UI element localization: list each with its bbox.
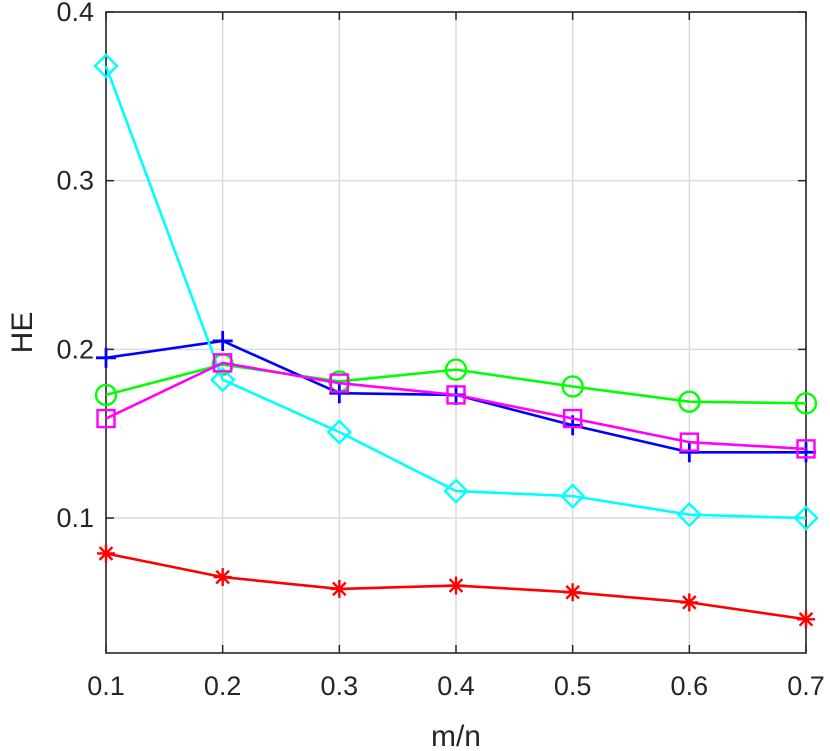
y-tick-label-1: 0.2 bbox=[56, 334, 94, 364]
series-2-point-6 bbox=[796, 442, 816, 463]
series-0-point-5-d2 bbox=[682, 595, 697, 610]
axes bbox=[105, 11, 807, 654]
series-4-point-6 bbox=[796, 439, 816, 459]
series-3-point-4-shape bbox=[559, 483, 586, 509]
series-1-point-4 bbox=[561, 375, 584, 398]
series-1-point-5 bbox=[678, 390, 701, 413]
series-3-point-1-shape bbox=[209, 367, 236, 393]
series-3-point-5 bbox=[676, 501, 703, 528]
series-0-point-0 bbox=[97, 544, 115, 563]
series-0-asterisk bbox=[97, 544, 815, 629]
series-4-point-1 bbox=[212, 353, 233, 373]
series-2-point-1 bbox=[212, 330, 233, 351]
series-3-point-0-shape bbox=[93, 53, 119, 79]
series-3-point-0 bbox=[93, 53, 119, 79]
series-1-point-5-shape bbox=[678, 390, 701, 413]
tick-labels: 0.1 0.2 0.3 0.4 0.5 0.6 0.7 0.1 0.2 0.3 0.4 bbox=[56, 0, 824, 701]
series-0-point-3-d2 bbox=[448, 578, 464, 593]
x-tick-label-5: 0.6 bbox=[671, 671, 709, 701]
series-1-line bbox=[105, 363, 807, 405]
series-3-point-6-shape bbox=[793, 505, 819, 531]
series-0-point-3 bbox=[447, 576, 465, 595]
x-tick-label-2: 0.3 bbox=[321, 671, 359, 701]
series-3-line bbox=[104, 65, 807, 520]
series-3-point-1 bbox=[209, 367, 236, 393]
series-4-point-6-shape bbox=[796, 439, 816, 459]
x-tick-label-0: 0.1 bbox=[87, 671, 125, 701]
x-tick-label-6: 0.7 bbox=[787, 671, 825, 701]
grid bbox=[105, 11, 807, 653]
series-1-point-0 bbox=[94, 383, 118, 407]
series-4-point-3 bbox=[446, 385, 466, 405]
series-0-point-4 bbox=[563, 583, 582, 602]
series-4-point-2 bbox=[329, 373, 350, 393]
x-tick-label-4: 0.5 bbox=[554, 671, 592, 701]
series-2-point-5 bbox=[679, 442, 700, 463]
series-0-point-1 bbox=[213, 568, 232, 587]
y-tick-label-3: 0.4 bbox=[56, 0, 94, 27]
series-4-point-3-shape bbox=[446, 385, 466, 405]
y-axis-label: HE bbox=[6, 312, 39, 354]
series-0-point-4-d2 bbox=[565, 585, 580, 600]
x-tick-label-1: 0.2 bbox=[204, 671, 242, 701]
series-0-point-5 bbox=[680, 593, 699, 612]
series-4-line bbox=[105, 361, 807, 451]
series-3-point-5-shape bbox=[676, 501, 703, 528]
series-0-point-0-d2 bbox=[98, 546, 114, 561]
series-2-point-0 bbox=[96, 347, 116, 368]
series-4-point-0 bbox=[96, 408, 116, 429]
series-1-point-3 bbox=[444, 358, 468, 381]
series-3-point-3 bbox=[443, 478, 469, 504]
series-4-point-2-shape bbox=[329, 373, 350, 393]
series-0-point-6-d2 bbox=[798, 612, 814, 627]
series-1-point-3-shape bbox=[444, 358, 468, 381]
series-3-diamond bbox=[93, 53, 819, 531]
y-tick-label-0: 0.1 bbox=[56, 503, 94, 533]
series-1-point-6-shape bbox=[794, 392, 818, 415]
series-0-point-6 bbox=[797, 610, 815, 629]
series-3-point-3-shape bbox=[443, 478, 469, 504]
series-4-point-5-shape bbox=[679, 432, 700, 452]
series-0-point-1-d2 bbox=[215, 569, 230, 585]
series-4-point-4 bbox=[562, 408, 583, 429]
x-axis-label: m/n bbox=[431, 720, 481, 751]
series-group bbox=[93, 53, 819, 629]
series-1-point-4-shape bbox=[561, 375, 584, 398]
series-2-point-2 bbox=[329, 383, 350, 404]
x-tick-label-3: 0.4 bbox=[437, 671, 475, 701]
series-4-point-5 bbox=[679, 432, 700, 452]
series-3-point-2-shape bbox=[326, 419, 353, 445]
series-4-point-0-shape bbox=[96, 408, 116, 429]
series-0-point-2 bbox=[330, 579, 349, 598]
series-3-point-4 bbox=[559, 483, 586, 509]
series-1-point-6 bbox=[794, 392, 818, 415]
series-0-point-2-d2 bbox=[332, 581, 347, 597]
series-3-point-2 bbox=[326, 419, 353, 445]
series-4-point-4-shape bbox=[562, 408, 583, 429]
series-4-square bbox=[96, 353, 816, 459]
y-tick-label-2: 0.3 bbox=[56, 166, 94, 196]
series-3-point-6 bbox=[793, 505, 819, 531]
series-1-point-0-shape bbox=[94, 383, 118, 407]
series-4-point-1-shape bbox=[212, 353, 233, 373]
